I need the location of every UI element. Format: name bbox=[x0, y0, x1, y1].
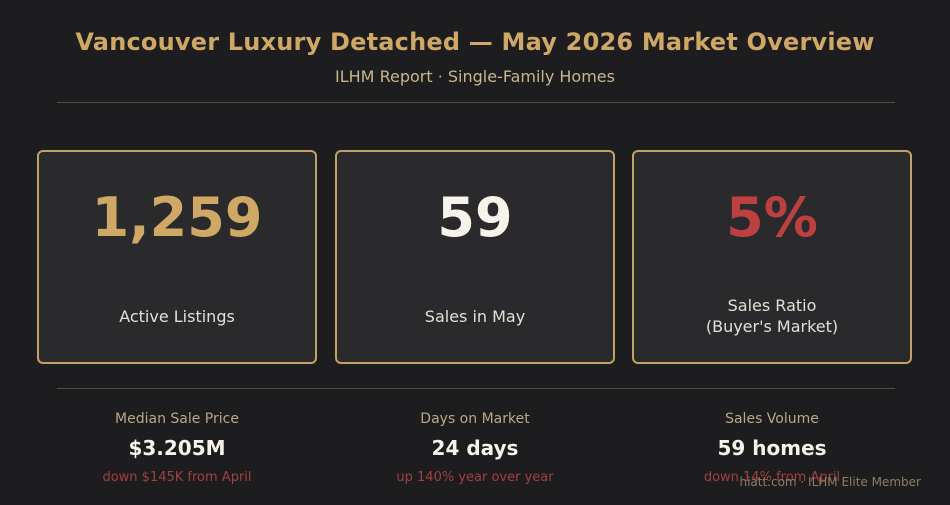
page-subtitle: ILHM Report · Single-Family Homes bbox=[335, 67, 615, 86]
median-sale-price-stat: Median Sale Price $3.205M down $145K fro… bbox=[27, 410, 327, 486]
median-sale-price-value: $3.205M bbox=[128, 436, 226, 460]
header-divider bbox=[57, 102, 895, 103]
sales-ratio-card: 5% Sales Ratio (Buyer's Market) bbox=[632, 150, 912, 364]
sales-ratio-value: 5% bbox=[726, 186, 818, 249]
days-on-market-stat: Days on Market 24 days up 140% year over… bbox=[325, 410, 625, 486]
sales-volume-change: down 14% from April bbox=[703, 470, 841, 485]
sales-in-may-card: 59 Sales in May bbox=[335, 150, 615, 364]
sales-volume-stat: Sales Volume 59 homes down 14% from Apri… bbox=[622, 410, 922, 486]
footer-credit: hiatt.com · ILHM Elite Member bbox=[739, 475, 921, 489]
days-on-market-label: Days on Market bbox=[420, 411, 530, 427]
days-on-market-value: 24 days bbox=[431, 436, 519, 460]
median-sale-price-change: down $145K from April bbox=[102, 470, 252, 485]
sales-in-may-value: 59 bbox=[437, 186, 513, 249]
active-listings-label: Active Listings bbox=[119, 307, 235, 326]
sales-in-may-label: Sales in May bbox=[424, 307, 526, 326]
stats-divider bbox=[57, 388, 895, 389]
active-listings-card: 1,259 Active Listings bbox=[37, 150, 317, 364]
sales-volume-label: Sales Volume bbox=[725, 411, 819, 427]
days-on-market-change: up 140% year over year bbox=[396, 470, 554, 485]
page-title: Vancouver Luxury Detached — May 2026 Mar… bbox=[75, 28, 875, 56]
sales-ratio-label: Sales Ratio (Buyer's Market) bbox=[705, 296, 839, 336]
median-sale-price-label: Median Sale Price bbox=[115, 411, 239, 427]
sales-volume-value: 59 homes bbox=[717, 436, 827, 460]
active-listings-value: 1,259 bbox=[91, 186, 263, 249]
